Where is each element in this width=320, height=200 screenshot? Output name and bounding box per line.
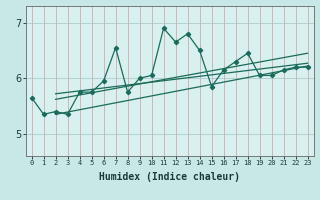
X-axis label: Humidex (Indice chaleur): Humidex (Indice chaleur) <box>99 172 240 182</box>
